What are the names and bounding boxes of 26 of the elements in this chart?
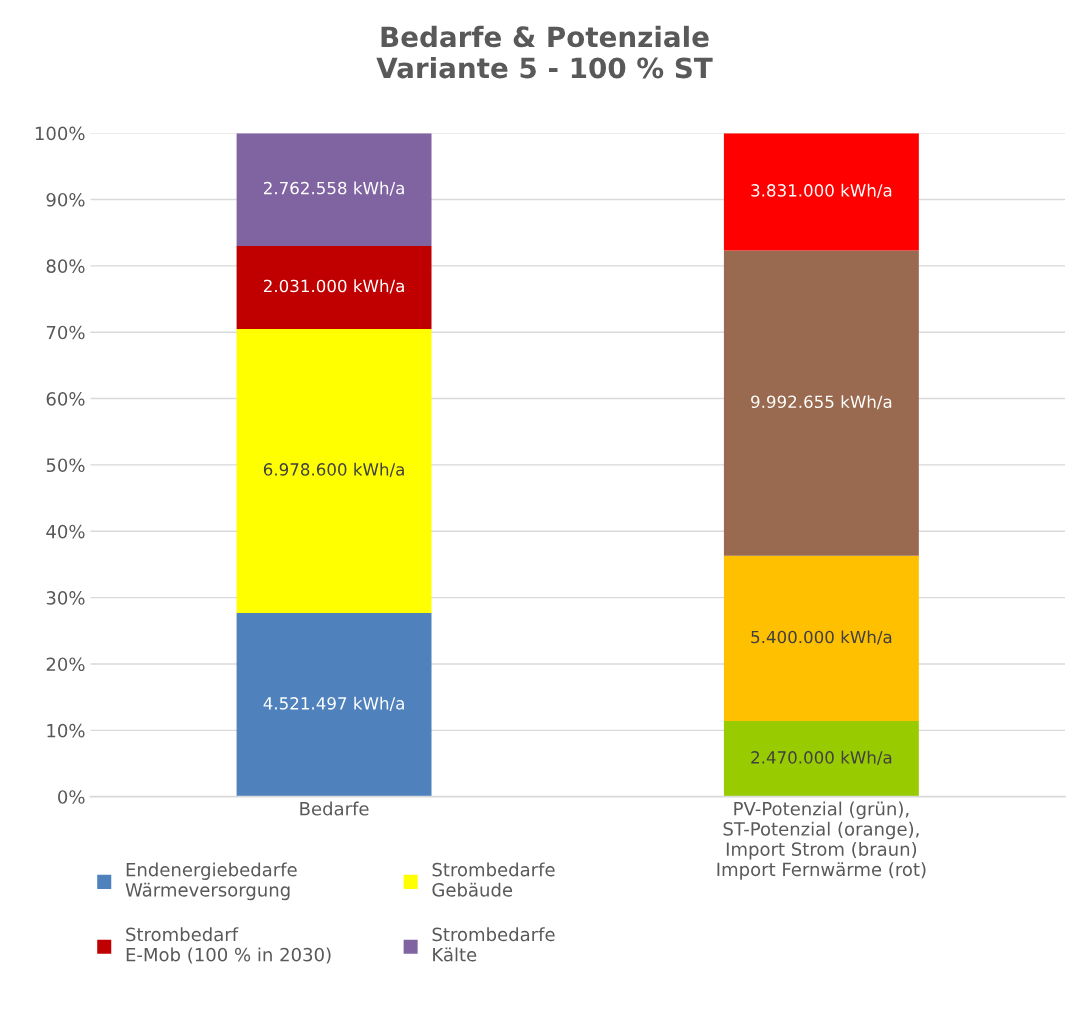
y-tick-label: 40% (46, 524, 85, 539)
y-tick-label: 20% (46, 657, 85, 672)
y-tick-label: 60% (46, 392, 85, 406)
y-tick-label: 10% (47, 723, 85, 738)
y-tick-label: 100% (35, 126, 85, 141)
y-tick-label: 80% (46, 259, 85, 273)
annotation: 3.831.000 kWh/a (751, 183, 892, 198)
y-tick-label: 90% (46, 192, 85, 207)
chart-title: Bedarfe & Potenziale Variante 5 - 100 % ST (376, 25, 713, 79)
y-tick-label: 0% (58, 790, 85, 804)
y-tick-label: 70% (46, 325, 85, 340)
legend-label: Strombedarfe Gebäude (432, 862, 555, 897)
annotation: 4.521.497 kWh/a (263, 696, 404, 711)
annotation: 6.978.600 kWh/a (263, 462, 404, 478)
annotation: 5.400.000 kWh/a (751, 630, 892, 645)
legend-label: Endenergiebedarfe Wärmeversorgung (125, 862, 297, 901)
x-tick-label: Bedarfe (300, 801, 369, 816)
legend-label: Strombedarfe Kälte (432, 927, 555, 962)
annotation: 2.762.558 kWh/a (263, 181, 404, 196)
legend-label: Strombedarf E-Mob (100 % in 2030) (126, 927, 331, 964)
annotation: 9.992.655 kWh/a (751, 395, 892, 410)
annotation: 2.470.000 kWh/a (751, 750, 892, 766)
y-tick-label: 50% (46, 458, 85, 473)
x-tick-label: PV-Potenzial (grün), ST-Potenzial (orange), Import Strom (braun) Import Fernwärme (rot) (717, 801, 926, 880)
annotation: 2.031.000 kWh/a (263, 279, 404, 294)
y-tick-label: 30% (46, 591, 85, 605)
